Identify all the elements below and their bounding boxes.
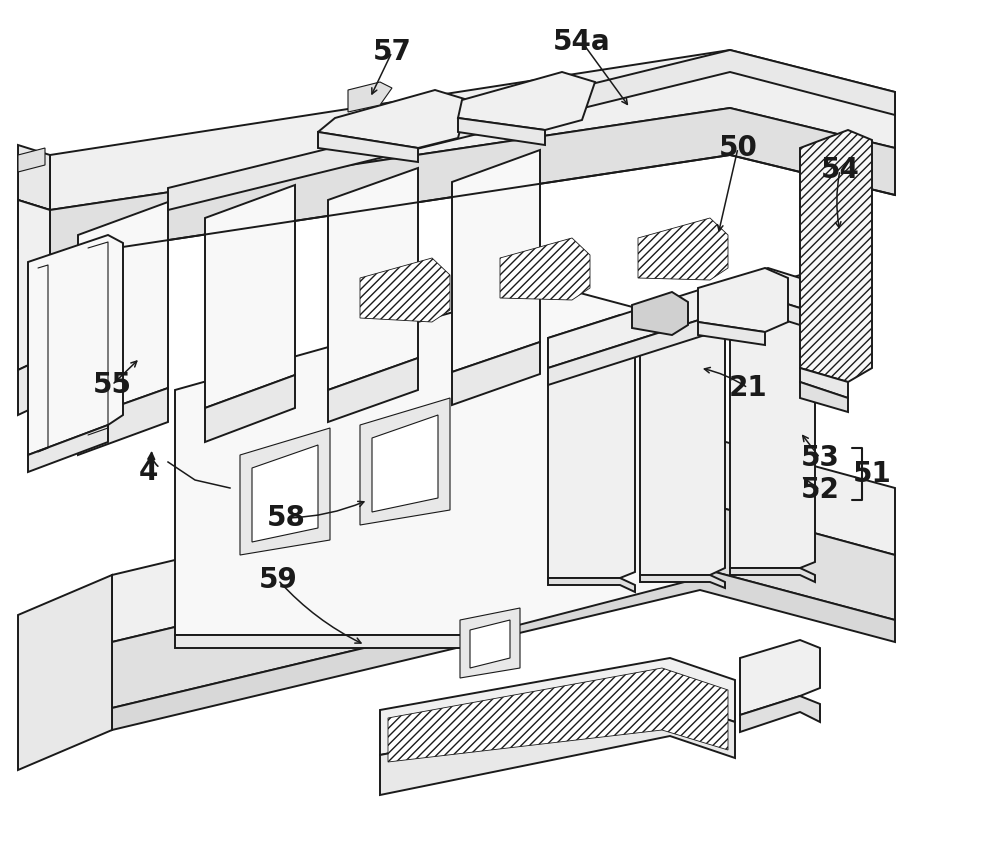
Text: 21: 21 (729, 374, 767, 402)
Polygon shape (252, 445, 318, 542)
Polygon shape (740, 640, 820, 715)
Polygon shape (730, 568, 815, 582)
Polygon shape (318, 90, 468, 148)
Polygon shape (28, 425, 108, 472)
Polygon shape (50, 108, 895, 258)
Polygon shape (458, 118, 545, 145)
Polygon shape (78, 388, 168, 455)
Polygon shape (388, 668, 728, 762)
Polygon shape (18, 148, 45, 172)
Polygon shape (638, 218, 728, 280)
Text: 53: 53 (801, 444, 839, 472)
Text: 50: 50 (719, 134, 757, 162)
Polygon shape (240, 428, 330, 555)
Polygon shape (348, 82, 392, 112)
Polygon shape (452, 342, 540, 405)
Polygon shape (548, 298, 800, 385)
Polygon shape (458, 72, 595, 130)
Polygon shape (470, 620, 510, 668)
Polygon shape (800, 382, 848, 412)
Polygon shape (205, 185, 295, 408)
Polygon shape (698, 268, 788, 332)
Text: 54: 54 (821, 156, 859, 184)
Polygon shape (548, 315, 635, 578)
Polygon shape (372, 415, 438, 512)
Polygon shape (168, 50, 895, 210)
Polygon shape (800, 130, 872, 382)
Polygon shape (640, 295, 725, 575)
Text: 55: 55 (92, 371, 132, 399)
Polygon shape (800, 368, 848, 398)
Polygon shape (632, 292, 688, 335)
Text: 52: 52 (801, 476, 839, 504)
Polygon shape (18, 145, 50, 210)
Polygon shape (205, 375, 295, 442)
Polygon shape (112, 435, 895, 642)
Polygon shape (175, 285, 700, 635)
Polygon shape (452, 150, 540, 372)
Polygon shape (460, 608, 520, 678)
Polygon shape (175, 635, 480, 648)
Polygon shape (360, 258, 450, 322)
Polygon shape (548, 268, 800, 368)
Polygon shape (380, 658, 735, 755)
Polygon shape (50, 50, 895, 210)
Polygon shape (380, 700, 735, 795)
Polygon shape (328, 168, 418, 390)
Text: 57: 57 (373, 38, 411, 66)
Polygon shape (18, 200, 50, 370)
Polygon shape (112, 568, 895, 730)
Polygon shape (740, 696, 820, 732)
Polygon shape (548, 578, 635, 592)
Text: 4: 4 (138, 458, 158, 486)
Polygon shape (318, 132, 418, 162)
Text: 59: 59 (259, 566, 297, 594)
Polygon shape (18, 355, 50, 415)
Polygon shape (28, 235, 123, 455)
Polygon shape (18, 200, 50, 258)
Polygon shape (78, 202, 168, 420)
Polygon shape (112, 502, 895, 708)
Polygon shape (698, 322, 765, 345)
Polygon shape (640, 575, 725, 588)
Polygon shape (730, 275, 815, 568)
Polygon shape (360, 398, 450, 525)
Text: 58: 58 (267, 504, 305, 532)
Text: 51: 51 (853, 460, 891, 488)
Polygon shape (18, 575, 112, 770)
Polygon shape (500, 238, 590, 300)
Polygon shape (328, 358, 418, 422)
Text: 54a: 54a (553, 28, 611, 56)
